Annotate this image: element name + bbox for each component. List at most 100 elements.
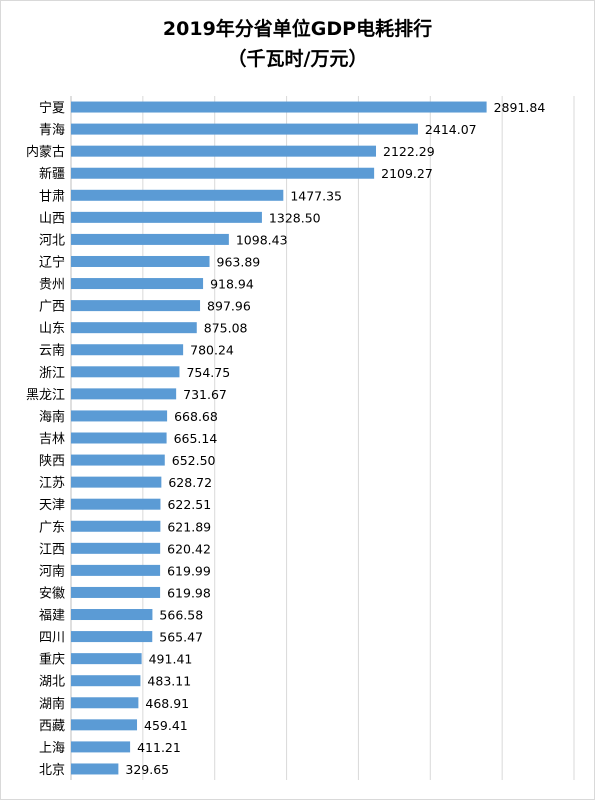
bar <box>71 741 131 753</box>
bar <box>71 322 197 334</box>
data-label: 754.75 <box>186 365 230 380</box>
category-label: 重庆 <box>39 652 65 668</box>
category-label: 海南 <box>39 409 65 425</box>
chart-title: 2019年分省单位GDP电耗排行 <box>162 18 433 40</box>
data-label: 468.91 <box>145 696 189 711</box>
category-label: 湖南 <box>39 696 65 712</box>
data-label: 668.68 <box>174 409 218 424</box>
category-label: 河南 <box>39 563 65 579</box>
category-label: 云南 <box>39 343 65 359</box>
bar <box>71 278 204 290</box>
category-label: 广东 <box>39 520 65 535</box>
category-label: 山西 <box>39 211 65 226</box>
value-labels: 2891.84 2414.07 2122.29 2109.27 1477.35 1328.… <box>125 100 545 777</box>
data-label: 1477.35 <box>290 188 342 203</box>
data-label: 620.42 <box>167 541 211 556</box>
category-label: 贵州 <box>39 278 65 293</box>
category-label: 西藏 <box>39 719 65 734</box>
data-label: 491.41 <box>149 652 193 667</box>
bar <box>71 167 375 179</box>
bar <box>71 255 210 267</box>
category-label: 宁夏 <box>39 100 65 116</box>
bar <box>71 233 229 245</box>
data-label: 2122.29 <box>383 144 435 159</box>
gridlines <box>70 96 575 780</box>
category-label: 山东 <box>39 322 65 337</box>
bar <box>71 454 165 466</box>
category-label: 辽宁 <box>39 254 65 270</box>
data-label: 731.67 <box>183 387 227 402</box>
bar <box>71 697 139 709</box>
bar <box>71 366 180 378</box>
category-label: 广西 <box>39 300 65 315</box>
bar <box>71 344 184 356</box>
data-label: 1328.50 <box>269 210 321 225</box>
data-label: 2891.84 <box>494 100 546 115</box>
bar <box>71 476 162 488</box>
category-label: 安徽 <box>39 586 65 601</box>
bar <box>71 388 177 400</box>
bar <box>71 719 138 731</box>
data-label: 628.72 <box>168 475 212 490</box>
chart-subtitle: （千瓦时/万元） <box>227 48 368 70</box>
data-label: 411.21 <box>137 740 181 755</box>
data-label: 2414.07 <box>425 122 477 137</box>
data-label: 780.24 <box>190 343 234 358</box>
data-label: 1098.43 <box>236 232 288 247</box>
data-label: 619.98 <box>167 585 211 600</box>
category-label: 湖北 <box>39 675 65 690</box>
bar <box>71 101 487 113</box>
data-label: 483.11 <box>147 674 191 689</box>
bar <box>71 564 161 576</box>
bar <box>71 300 201 312</box>
bar <box>71 498 161 510</box>
bar <box>71 763 119 775</box>
category-label: 北京 <box>39 763 65 778</box>
bar <box>71 189 284 201</box>
bar <box>71 609 153 621</box>
bar <box>71 410 168 422</box>
data-label: 621.89 <box>167 519 211 534</box>
data-label: 897.96 <box>207 299 251 314</box>
bar <box>71 520 161 532</box>
data-label: 652.50 <box>172 453 216 468</box>
bar <box>71 145 377 157</box>
bar <box>71 432 167 444</box>
category-label: 天津 <box>39 498 65 513</box>
category-label: 吉林 <box>39 432 65 447</box>
bar <box>71 211 262 223</box>
data-label: 2109.27 <box>381 166 433 181</box>
data-label: 918.94 <box>210 277 254 292</box>
bars <box>71 101 487 775</box>
bar <box>71 653 142 665</box>
bar <box>71 675 141 687</box>
category-label: 河北 <box>39 233 65 248</box>
category-label: 新疆 <box>39 166 65 182</box>
category-label: 江苏 <box>39 475 65 491</box>
category-label: 甘肃 <box>39 189 65 204</box>
category-label: 江西 <box>39 542 65 557</box>
category-label: 青海 <box>39 123 65 138</box>
bar <box>71 542 161 554</box>
bar <box>71 123 418 135</box>
bar <box>71 631 153 643</box>
data-label: 875.08 <box>204 321 248 336</box>
data-label: 619.99 <box>167 563 211 578</box>
data-label: 622.51 <box>167 497 211 512</box>
category-label: 浙江 <box>39 366 65 381</box>
data-label: 665.14 <box>174 431 218 446</box>
data-label: 963.89 <box>217 254 261 269</box>
category-label: 内蒙古 <box>26 144 65 160</box>
category-label: 陕西 <box>39 454 65 469</box>
data-label: 459.41 <box>144 718 188 733</box>
category-labels: 宁夏青海内蒙古新疆甘肃山西河北辽宁贵州广西山东云南浙江黑龙江海南吉林陕西江苏天津… <box>26 100 65 778</box>
data-label: 566.58 <box>159 608 203 623</box>
category-label: 福建 <box>39 609 65 624</box>
data-label: 565.47 <box>159 630 203 645</box>
data-label: 329.65 <box>125 762 169 777</box>
category-label: 上海 <box>39 741 65 756</box>
category-label: 四川 <box>39 631 65 646</box>
category-label: 黑龙江 <box>26 388 65 403</box>
bar <box>71 586 161 598</box>
